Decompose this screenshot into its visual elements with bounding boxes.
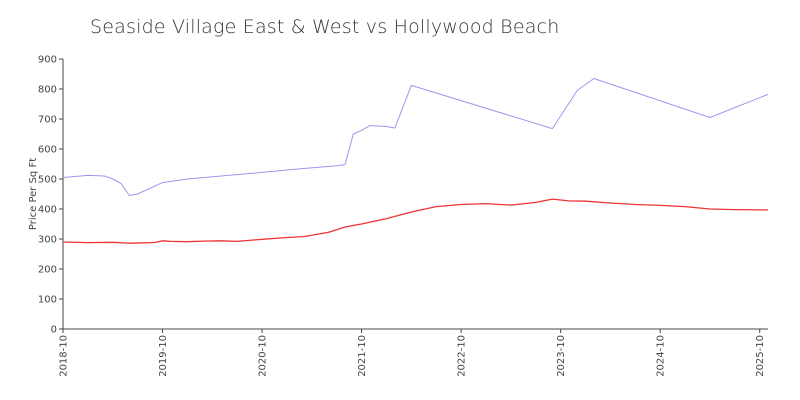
y-tick-label: 700 <box>38 115 57 126</box>
y-tick-label: 900 <box>38 55 57 66</box>
chart-title: Seaside Village East & West vs Hollywood… <box>90 16 560 38</box>
series-line-1 <box>62 78 769 196</box>
y-tick-label: 0 <box>51 325 57 336</box>
y-tick-label: 400 <box>38 205 57 216</box>
x-tick-label: 2024-10 <box>656 335 667 377</box>
x-tick-label: 2020-10 <box>258 335 269 377</box>
x-tick-label: 2022-10 <box>457 335 468 377</box>
series-line-2 <box>62 198 769 244</box>
y-tick-label: 100 <box>38 295 57 306</box>
y-tick-label: 200 <box>38 265 57 276</box>
y-tick-label: 300 <box>38 235 57 246</box>
x-tick-label: 2023-10 <box>556 335 567 377</box>
y-axis-title: Price Per Sq Ft <box>28 158 39 230</box>
x-tick-label: 2018-10 <box>59 335 70 377</box>
y-tick-label: 500 <box>38 175 57 186</box>
x-tick-label: 2021-10 <box>357 335 368 377</box>
x-tick-label: 2025-10 <box>755 335 766 377</box>
x-tick-label: 2019-10 <box>158 335 169 377</box>
y-tick-label: 800 <box>38 85 57 96</box>
y-tick-label: 600 <box>38 145 57 156</box>
